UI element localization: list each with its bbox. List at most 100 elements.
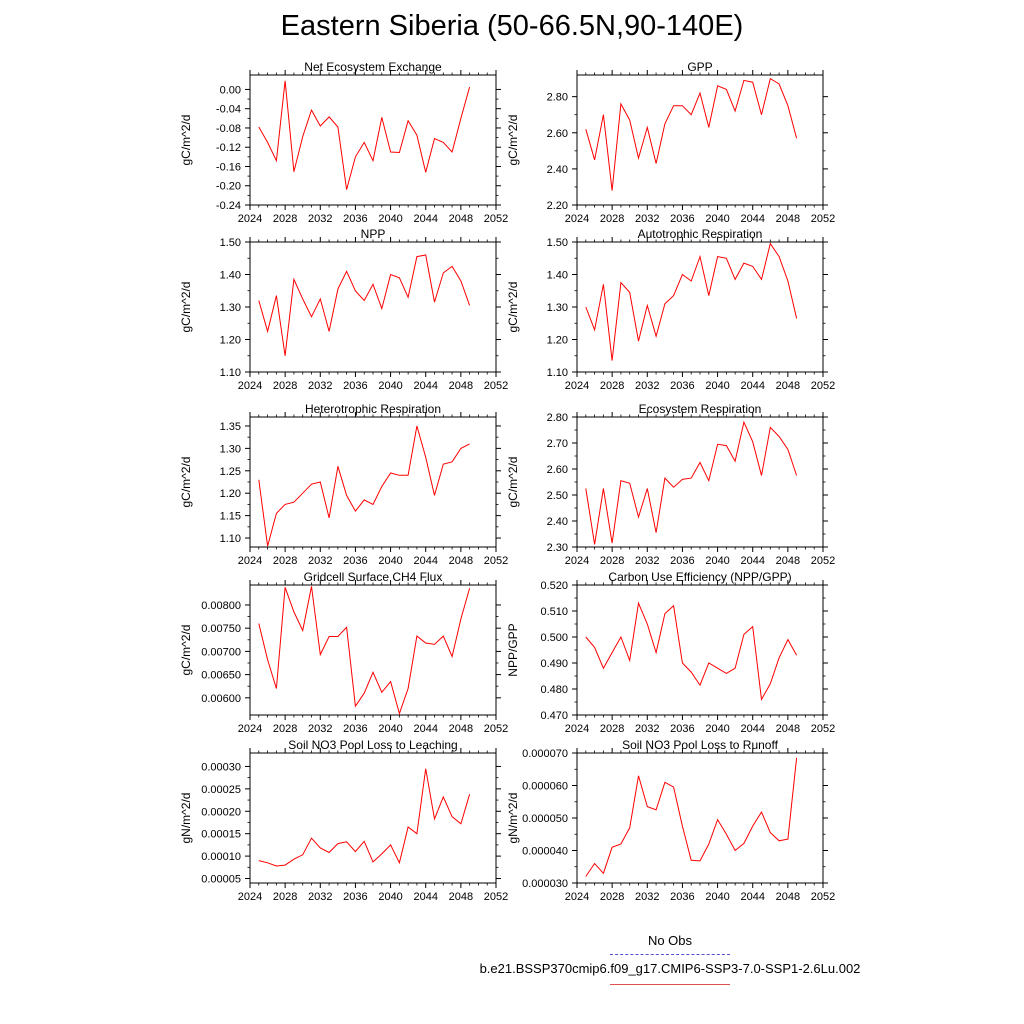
- x-tick-label: 2040: [378, 380, 402, 392]
- chart-panel-9: Soil NO3 Pool Loss to Leaching gN/m^2/d 20…: [179, 738, 508, 903]
- plot-frame: [576, 752, 824, 884]
- x-tick-label: 2036: [670, 380, 694, 392]
- chart-panel-3: NPP gC/m^2/d 2024 2028 2032 2036 2040 2044 2048 2…: [179, 227, 508, 392]
- chart-panel-7: Gridcell Surface CH4 Flux gC/m^2/d 2024 202…: [179, 570, 508, 735]
- y-axis-label: gC/m^2/d: [179, 625, 193, 676]
- x-tick-label: 2048: [449, 723, 473, 735]
- series-line: [585, 242, 798, 361]
- x-tick-label: 2048: [776, 213, 800, 225]
- y-tick-label: 2.60: [547, 464, 568, 476]
- legend-run-label: b.e21.BSSP370cmip6.f09_g17.CMIP6-SSP3-7.…: [479, 961, 861, 976]
- y-tick-label: 1.50: [547, 237, 568, 249]
- x-tick-label: 2044: [740, 380, 764, 392]
- x-tick-label: 2040: [378, 723, 402, 735]
- x-tick-label: 2044: [413, 380, 437, 392]
- y-tick-label: 2.40: [547, 164, 568, 176]
- chart-title: Soil NO3 Pool Loss to Runoff: [622, 738, 779, 752]
- x-tick-label: 2032: [308, 555, 332, 567]
- y-tick-label: 0.000040: [522, 846, 568, 858]
- x-tick-label: 2024: [238, 380, 262, 392]
- y-tick-label: 1.50: [220, 237, 241, 249]
- x-tick-label: 2032: [635, 380, 659, 392]
- x-tick-label: 2024: [238, 555, 262, 567]
- x-tick-label: 2036: [670, 723, 694, 735]
- plot-frame: [249, 241, 497, 373]
- x-tick-label: 2024: [565, 380, 589, 392]
- y-tick-label: 0.00700: [201, 646, 241, 658]
- series-line: [258, 254, 471, 356]
- x-tick-label: 2028: [273, 723, 297, 735]
- y-tick-label: -0.20: [216, 181, 241, 193]
- y-tick-label: 0.000030: [522, 878, 568, 890]
- x-tick-label: 2048: [449, 380, 473, 392]
- y-tick-label: 2.60: [547, 128, 568, 140]
- x-tick-label: 2052: [811, 213, 835, 225]
- series-line: [258, 80, 471, 190]
- y-axis-label: gC/m^2/d: [179, 115, 193, 166]
- x-tick-label: 2044: [413, 213, 437, 225]
- x-tick-label: 2028: [273, 380, 297, 392]
- y-tick-label: 1.40: [547, 270, 568, 282]
- x-tick-label: 2044: [740, 213, 764, 225]
- y-tick-label: -0.24: [216, 200, 241, 212]
- x-tick-label: 2040: [705, 213, 729, 225]
- y-tick-label: 0.00015: [201, 829, 241, 841]
- x-tick-label: 2040: [705, 723, 729, 735]
- y-axis-label: NPP/GPP: [506, 623, 520, 676]
- x-tick-label: 2036: [343, 380, 367, 392]
- y-tick-label: 1.20: [220, 488, 241, 500]
- y-tick-label: 0.00005: [201, 874, 241, 886]
- x-tick-label: 2048: [776, 723, 800, 735]
- x-tick-label: 2036: [343, 213, 367, 225]
- chart-panel-1: Net Ecosystem Exchange gC/m^2/d 2024 2028 20…: [179, 60, 508, 225]
- plot-frame: [249, 416, 497, 548]
- y-tick-label: 0.00650: [201, 670, 241, 682]
- chart-title: Heterotrophic Respiration: [305, 402, 441, 416]
- y-tick-label: 1.30: [547, 302, 568, 314]
- series-line: [585, 601, 798, 701]
- x-tick-label: 2052: [484, 723, 508, 735]
- y-axis-label: gC/m^2/d: [179, 282, 193, 333]
- y-tick-label: 1.10: [220, 367, 241, 379]
- x-tick-label: 2048: [449, 213, 473, 225]
- x-tick-label: 2052: [484, 891, 508, 903]
- y-axis-label: gN/m^2/d: [179, 793, 193, 844]
- x-tick-label: 2032: [308, 213, 332, 225]
- y-tick-label: 1.30: [220, 302, 241, 314]
- x-tick-label: 2028: [600, 555, 624, 567]
- chart-title: Net Ecosystem Exchange: [304, 60, 442, 74]
- y-tick-label: 2.30: [547, 542, 568, 554]
- x-tick-label: 2044: [740, 555, 764, 567]
- y-tick-label: 1.30: [220, 443, 241, 455]
- chart-title: NPP: [361, 227, 386, 241]
- series-line: [585, 77, 798, 191]
- chart-title: Carbon Use Efficiency (NPP/GPP): [608, 570, 791, 584]
- y-tick-label: 0.470: [540, 710, 568, 722]
- legend-obs-line: [610, 954, 730, 955]
- x-tick-label: 2032: [635, 555, 659, 567]
- series-line: [258, 425, 470, 547]
- x-tick-label: 2024: [565, 723, 589, 735]
- y-axis-label: gC/m^2/d: [506, 115, 520, 166]
- x-tick-label: 2028: [273, 213, 297, 225]
- x-tick-label: 2048: [776, 380, 800, 392]
- y-tick-label: 0.000050: [522, 813, 568, 825]
- x-tick-label: 2036: [670, 891, 694, 903]
- x-tick-label: 2048: [776, 891, 800, 903]
- y-tick-label: -0.12: [216, 142, 241, 154]
- series-line: [258, 768, 471, 867]
- x-tick-label: 2052: [484, 213, 508, 225]
- y-tick-label: 0.520: [540, 580, 568, 592]
- x-tick-label: 2048: [776, 555, 800, 567]
- chart-title: GPP: [687, 60, 712, 74]
- y-tick-label: -0.04: [216, 104, 241, 116]
- chart-title: Gridcell Surface CH4 Flux: [304, 570, 443, 584]
- chart-panel-5: Heterotrophic Respiration gC/m^2/d 2024 202…: [179, 402, 508, 567]
- y-tick-label: 0.510: [540, 606, 568, 618]
- y-tick-label: 0.00025: [201, 784, 241, 796]
- y-tick-label: 0.00030: [201, 761, 241, 773]
- y-tick-label: 0.00800: [201, 600, 241, 612]
- y-tick-label: 2.40: [547, 516, 568, 528]
- x-tick-label: 2024: [565, 891, 589, 903]
